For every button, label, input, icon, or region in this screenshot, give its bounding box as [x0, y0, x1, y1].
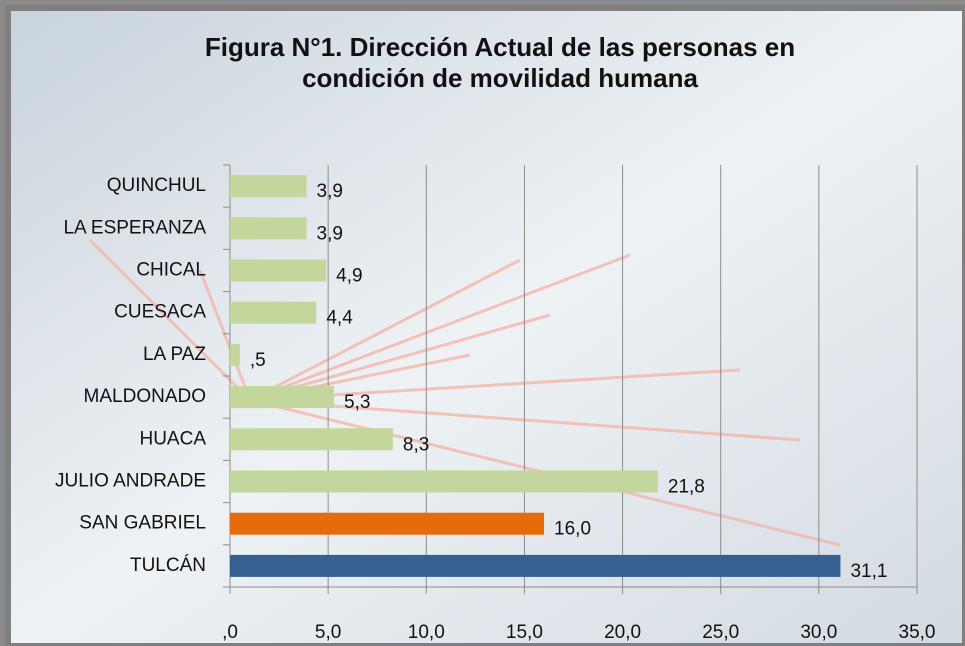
value-label: 21,8 [668, 477, 705, 498]
y-tick-label: MALDONADO [84, 386, 206, 407]
bar [230, 512, 545, 535]
value-label: 4,9 [336, 266, 362, 287]
y-tick-label: LA ESPERANZA [63, 217, 206, 238]
x-tick-label: 5,0 [315, 622, 341, 643]
y-tick-label: TULCÁN [130, 555, 206, 576]
bar [230, 554, 841, 577]
bar [230, 343, 240, 366]
x-tick-label: 25,0 [702, 622, 739, 643]
y-tick-label: SAN GABRIEL [79, 513, 206, 534]
y-tick-label: CHICAL [136, 260, 206, 281]
y-tick-label: HUACA [139, 428, 206, 449]
value-label: 5,3 [344, 392, 370, 413]
bar [230, 386, 335, 409]
x-tick-label: 35,0 [899, 622, 936, 643]
value-label: ,5 [250, 350, 266, 371]
x-tick-label: 10,0 [408, 622, 445, 643]
value-label: 3,9 [317, 181, 343, 202]
y-tick-label: CUESACA [114, 302, 206, 323]
bar [230, 175, 307, 198]
y-tick-label: QUINCHUL [107, 175, 206, 196]
bar [230, 428, 393, 451]
bar [230, 301, 317, 324]
value-label: 4,4 [326, 308, 353, 329]
bar [230, 259, 327, 282]
y-tick-label: LA PAZ [143, 344, 206, 365]
bar [230, 217, 307, 240]
y-tick-label: JULIO ANDRADE [55, 471, 206, 492]
x-tick-label: 15,0 [506, 622, 543, 643]
chart-background [5, 5, 965, 646]
x-tick-label: 30,0 [800, 622, 837, 643]
x-tick-label: ,0 [222, 622, 238, 643]
x-tick-label: 20,0 [604, 622, 641, 643]
value-label: 3,9 [317, 223, 343, 244]
value-label: 8,3 [403, 434, 429, 455]
value-label: 31,1 [850, 561, 887, 582]
bar [230, 470, 658, 493]
value-label: 16,0 [554, 519, 591, 540]
chart-title: Figura N°1. Dirección Actual de las pers… [204, 32, 796, 93]
